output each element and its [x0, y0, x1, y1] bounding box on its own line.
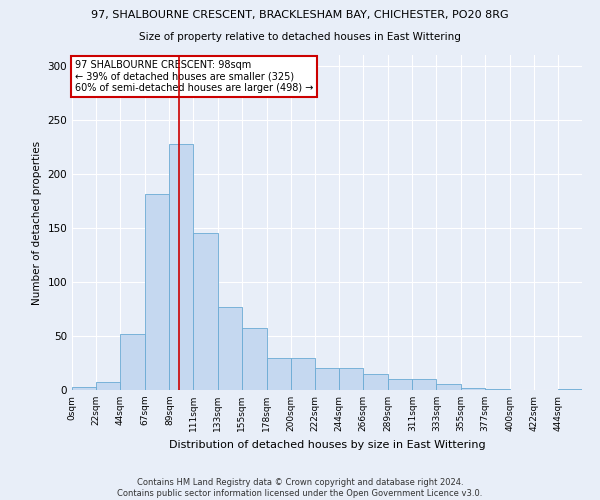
Y-axis label: Number of detached properties: Number of detached properties — [32, 140, 42, 304]
Bar — [363, 374, 388, 390]
Bar — [193, 234, 218, 390]
Bar — [96, 382, 120, 390]
Bar — [291, 358, 315, 390]
Bar — [412, 379, 436, 390]
Bar — [388, 379, 412, 390]
Bar — [145, 194, 169, 390]
Bar — [120, 334, 145, 390]
Bar — [72, 387, 96, 390]
X-axis label: Distribution of detached houses by size in East Wittering: Distribution of detached houses by size … — [169, 440, 485, 450]
Text: Contains HM Land Registry data © Crown copyright and database right 2024.
Contai: Contains HM Land Registry data © Crown c… — [118, 478, 482, 498]
Bar — [315, 368, 339, 390]
Text: 97, SHALBOURNE CRESCENT, BRACKLESHAM BAY, CHICHESTER, PO20 8RG: 97, SHALBOURNE CRESCENT, BRACKLESHAM BAY… — [91, 10, 509, 20]
Text: 97 SHALBOURNE CRESCENT: 98sqm
← 39% of detached houses are smaller (325)
60% of : 97 SHALBOURNE CRESCENT: 98sqm ← 39% of d… — [74, 60, 313, 93]
Bar — [485, 389, 510, 390]
Bar — [339, 368, 363, 390]
Bar — [436, 384, 461, 390]
Bar — [218, 307, 242, 390]
Bar — [169, 144, 193, 390]
Bar — [267, 358, 291, 390]
Bar — [242, 328, 267, 390]
Bar — [461, 388, 485, 390]
Text: Size of property relative to detached houses in East Wittering: Size of property relative to detached ho… — [139, 32, 461, 42]
Bar — [558, 389, 582, 390]
